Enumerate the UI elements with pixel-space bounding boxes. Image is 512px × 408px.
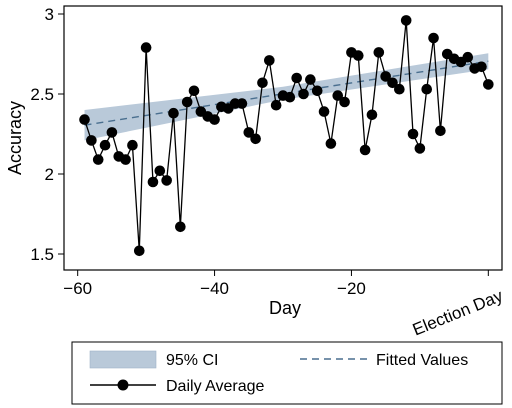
daily-average-point [168, 107, 179, 119]
daily-average-point [421, 83, 433, 95]
daily-average-point [339, 96, 350, 108]
daily-average-point [298, 88, 309, 100]
daily-average-point [270, 99, 282, 111]
y-tick-label: 2.5 [30, 85, 54, 104]
legend-daily-label: Daily Average [166, 378, 265, 395]
daily-average-point [483, 79, 494, 90]
daily-average-point [428, 32, 439, 44]
daily-average-point [435, 125, 446, 137]
daily-average-point [79, 114, 90, 125]
daily-average-point [373, 47, 385, 58]
daily-average-point [387, 77, 398, 89]
daily-average-point [106, 127, 118, 138]
daily-average-point [120, 154, 131, 165]
daily-average-point [209, 114, 220, 125]
daily-average-point [414, 143, 426, 154]
daily-average-point [359, 144, 371, 156]
y-tick-label: 2 [45, 165, 54, 184]
daily-average-point [400, 15, 412, 26]
daily-average-point [243, 127, 255, 138]
daily-average-point [291, 72, 302, 84]
x-tick-label: −40 [200, 279, 229, 298]
daily-average-point [318, 106, 330, 117]
daily-average-point [264, 55, 275, 66]
daily-average-point [325, 138, 337, 149]
daily-average-point [188, 85, 200, 97]
daily-average-point [175, 221, 186, 233]
daily-average-point [332, 90, 344, 101]
daily-average-line [83, 20, 489, 251]
daily-average-point [407, 128, 419, 140]
legend-ci-swatch [89, 350, 157, 369]
daily-average-point [236, 98, 248, 109]
y-axis-title: Accuracy [5, 101, 25, 175]
legend-daily-marker [117, 379, 129, 391]
daily-average-point [181, 96, 193, 108]
plot-frame [63, 5, 503, 271]
daily-average-point [305, 74, 316, 85]
x-axis-title: Day [269, 298, 301, 318]
x-tick-label: −60 [63, 279, 92, 298]
daily-average-point [257, 77, 268, 89]
axis-ticks: −60 −40 −20 1.5 2 2.5 3 [30, 5, 489, 298]
daily-average-point [462, 51, 474, 63]
daily-average-point [352, 50, 364, 61]
daily-average-point [366, 109, 378, 121]
daily-average-point [311, 85, 323, 97]
daily-average-point [154, 165, 166, 177]
daily-average-point [86, 135, 97, 146]
plot-layer [79, 15, 494, 257]
legend-fitted-label: Fitted Values [376, 352, 468, 369]
election-day-annotation: Election Day [410, 286, 506, 340]
daily-average-point [133, 245, 145, 257]
daily-average-point [161, 175, 172, 186]
daily-average-point [394, 83, 405, 95]
legend-ci-label: 95% CI [166, 352, 218, 369]
daily-average-point [99, 139, 111, 151]
daily-average-point [127, 139, 138, 151]
daily-average-point [380, 71, 391, 82]
daily-average-point [140, 42, 152, 53]
daily-average-point [250, 133, 261, 145]
y-tick-label: 1.5 [30, 245, 54, 264]
daily-average-point [476, 61, 487, 73]
x-tick-label: −20 [337, 279, 366, 298]
daily-average-point [284, 91, 296, 103]
daily-average-point [92, 154, 104, 165]
legend: 95% CI Fitted Values Daily Average [71, 341, 503, 405]
y-tick-label: 3 [45, 5, 54, 24]
daily-average-point [147, 176, 159, 188]
